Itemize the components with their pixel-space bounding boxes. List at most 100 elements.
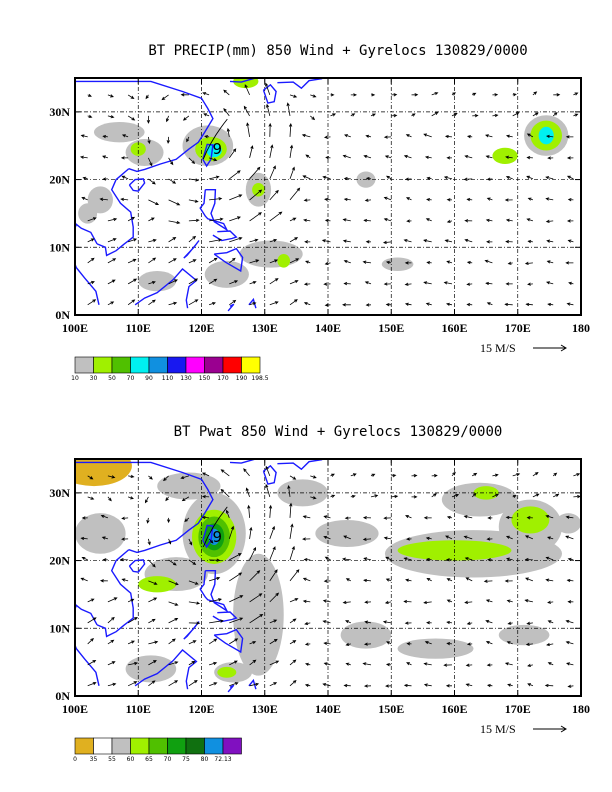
vector-scale-arrow bbox=[533, 344, 567, 352]
wind-vector bbox=[208, 157, 218, 162]
wind-vector bbox=[107, 238, 117, 243]
coastline bbox=[96, 168, 134, 257]
wind-vector bbox=[100, 514, 109, 519]
wind-vector bbox=[486, 663, 493, 667]
wind-vector bbox=[404, 282, 412, 286]
wind-vector bbox=[506, 599, 513, 603]
wind-vector bbox=[322, 599, 331, 603]
plot-area: 9 bbox=[75, 459, 581, 696]
wind-vector bbox=[423, 662, 432, 666]
shaded-region bbox=[397, 638, 474, 659]
wind-vector bbox=[269, 165, 276, 180]
wind-vector bbox=[552, 112, 558, 117]
colorbar-swatch bbox=[111, 737, 131, 755]
wind-vector bbox=[249, 593, 263, 603]
wind-vector bbox=[289, 659, 297, 666]
wind-vector bbox=[423, 281, 432, 285]
wind-vector bbox=[107, 217, 118, 222]
wind-vector bbox=[146, 115, 151, 124]
wind-vector bbox=[512, 93, 517, 97]
wind-vector bbox=[566, 578, 574, 583]
coastline bbox=[75, 461, 214, 554]
wind-vector bbox=[323, 515, 331, 519]
wind-vector bbox=[81, 516, 88, 520]
wind-vector bbox=[425, 302, 432, 306]
wind-vector bbox=[445, 302, 453, 306]
wind-vector bbox=[505, 134, 513, 138]
wind-vector bbox=[330, 494, 336, 498]
panel-1: BT PRECIP(mm) 850 Wind + Gyrelocs 130829… bbox=[49, 43, 590, 382]
wind-vector bbox=[321, 239, 331, 243]
wind-vector bbox=[425, 536, 432, 541]
wind-vector bbox=[303, 218, 311, 222]
wind-vector bbox=[188, 679, 198, 687]
wind-vector bbox=[505, 155, 513, 159]
wind-vector bbox=[492, 493, 500, 498]
wind-vector bbox=[404, 621, 412, 625]
wind-vector bbox=[566, 175, 574, 180]
wind-vector bbox=[547, 536, 554, 540]
wind-vector bbox=[87, 496, 95, 500]
wind-vector bbox=[247, 504, 251, 518]
wind-vector bbox=[268, 504, 273, 518]
wind-vector bbox=[201, 472, 210, 477]
wind-vector bbox=[289, 258, 300, 264]
wind-vector bbox=[102, 134, 108, 139]
wind-vector bbox=[148, 680, 156, 687]
wind-vector bbox=[553, 493, 560, 498]
wind-vector bbox=[121, 134, 129, 138]
wind-vector bbox=[567, 198, 574, 202]
wind-vector bbox=[229, 682, 239, 687]
wind-vector bbox=[225, 509, 230, 519]
colorbar: 0 35 55 60 65 70 75 80 72.13 bbox=[73, 737, 242, 763]
wind-vector bbox=[350, 93, 358, 97]
wind-vector bbox=[107, 682, 117, 687]
wind-vector bbox=[485, 281, 493, 286]
colorbar-label: 60 bbox=[127, 756, 135, 763]
wind-vector bbox=[463, 515, 473, 519]
wind-vector bbox=[323, 641, 331, 646]
wind-vector bbox=[362, 260, 372, 264]
wind-vector bbox=[483, 579, 493, 583]
wind-vector bbox=[565, 515, 574, 519]
wind-vector bbox=[324, 218, 331, 223]
wind-vector bbox=[287, 484, 291, 497]
wind-vector bbox=[265, 82, 271, 96]
wind-vector bbox=[383, 282, 392, 286]
wind-vector bbox=[289, 523, 294, 539]
wind-vector bbox=[446, 260, 453, 264]
coastline bbox=[229, 78, 257, 83]
wind-vector bbox=[547, 600, 554, 604]
wind-vector bbox=[350, 113, 356, 117]
colorbar-swatch bbox=[148, 737, 168, 755]
wind-vector bbox=[423, 683, 432, 687]
wind-vector bbox=[345, 578, 351, 582]
wind-vector bbox=[289, 502, 293, 518]
wind-vector bbox=[426, 621, 432, 625]
wind-vector bbox=[363, 154, 372, 159]
wind-vector bbox=[289, 545, 295, 561]
wind-vector bbox=[323, 282, 331, 286]
colorbar: 10 30 50 70 90 110 130 150 170 190 198.5 bbox=[71, 356, 269, 382]
wind-vector bbox=[426, 261, 432, 265]
wind-vector bbox=[443, 176, 453, 180]
wind-vector bbox=[443, 281, 453, 285]
y-tick-label: 10N bbox=[49, 621, 70, 635]
wind-vector bbox=[362, 662, 372, 666]
wind-vector bbox=[411, 474, 418, 478]
wind-vector bbox=[532, 471, 539, 477]
wind-vector bbox=[208, 638, 218, 645]
colorbar-label: 0 bbox=[73, 756, 77, 763]
coastline bbox=[128, 178, 146, 192]
wind-vector bbox=[201, 515, 210, 520]
wind-vector bbox=[305, 260, 311, 264]
wind-vector bbox=[168, 638, 176, 645]
wind-vector bbox=[102, 155, 109, 159]
wind-vector bbox=[364, 198, 372, 202]
wind-vector bbox=[87, 217, 97, 222]
wind-vector bbox=[486, 197, 493, 201]
wind-vector bbox=[203, 113, 210, 117]
wind-vector bbox=[370, 113, 376, 117]
chart-title: BT PRECIP(mm) 850 Wind + Gyrelocs 130829… bbox=[148, 43, 527, 59]
wind-vector bbox=[365, 177, 372, 181]
